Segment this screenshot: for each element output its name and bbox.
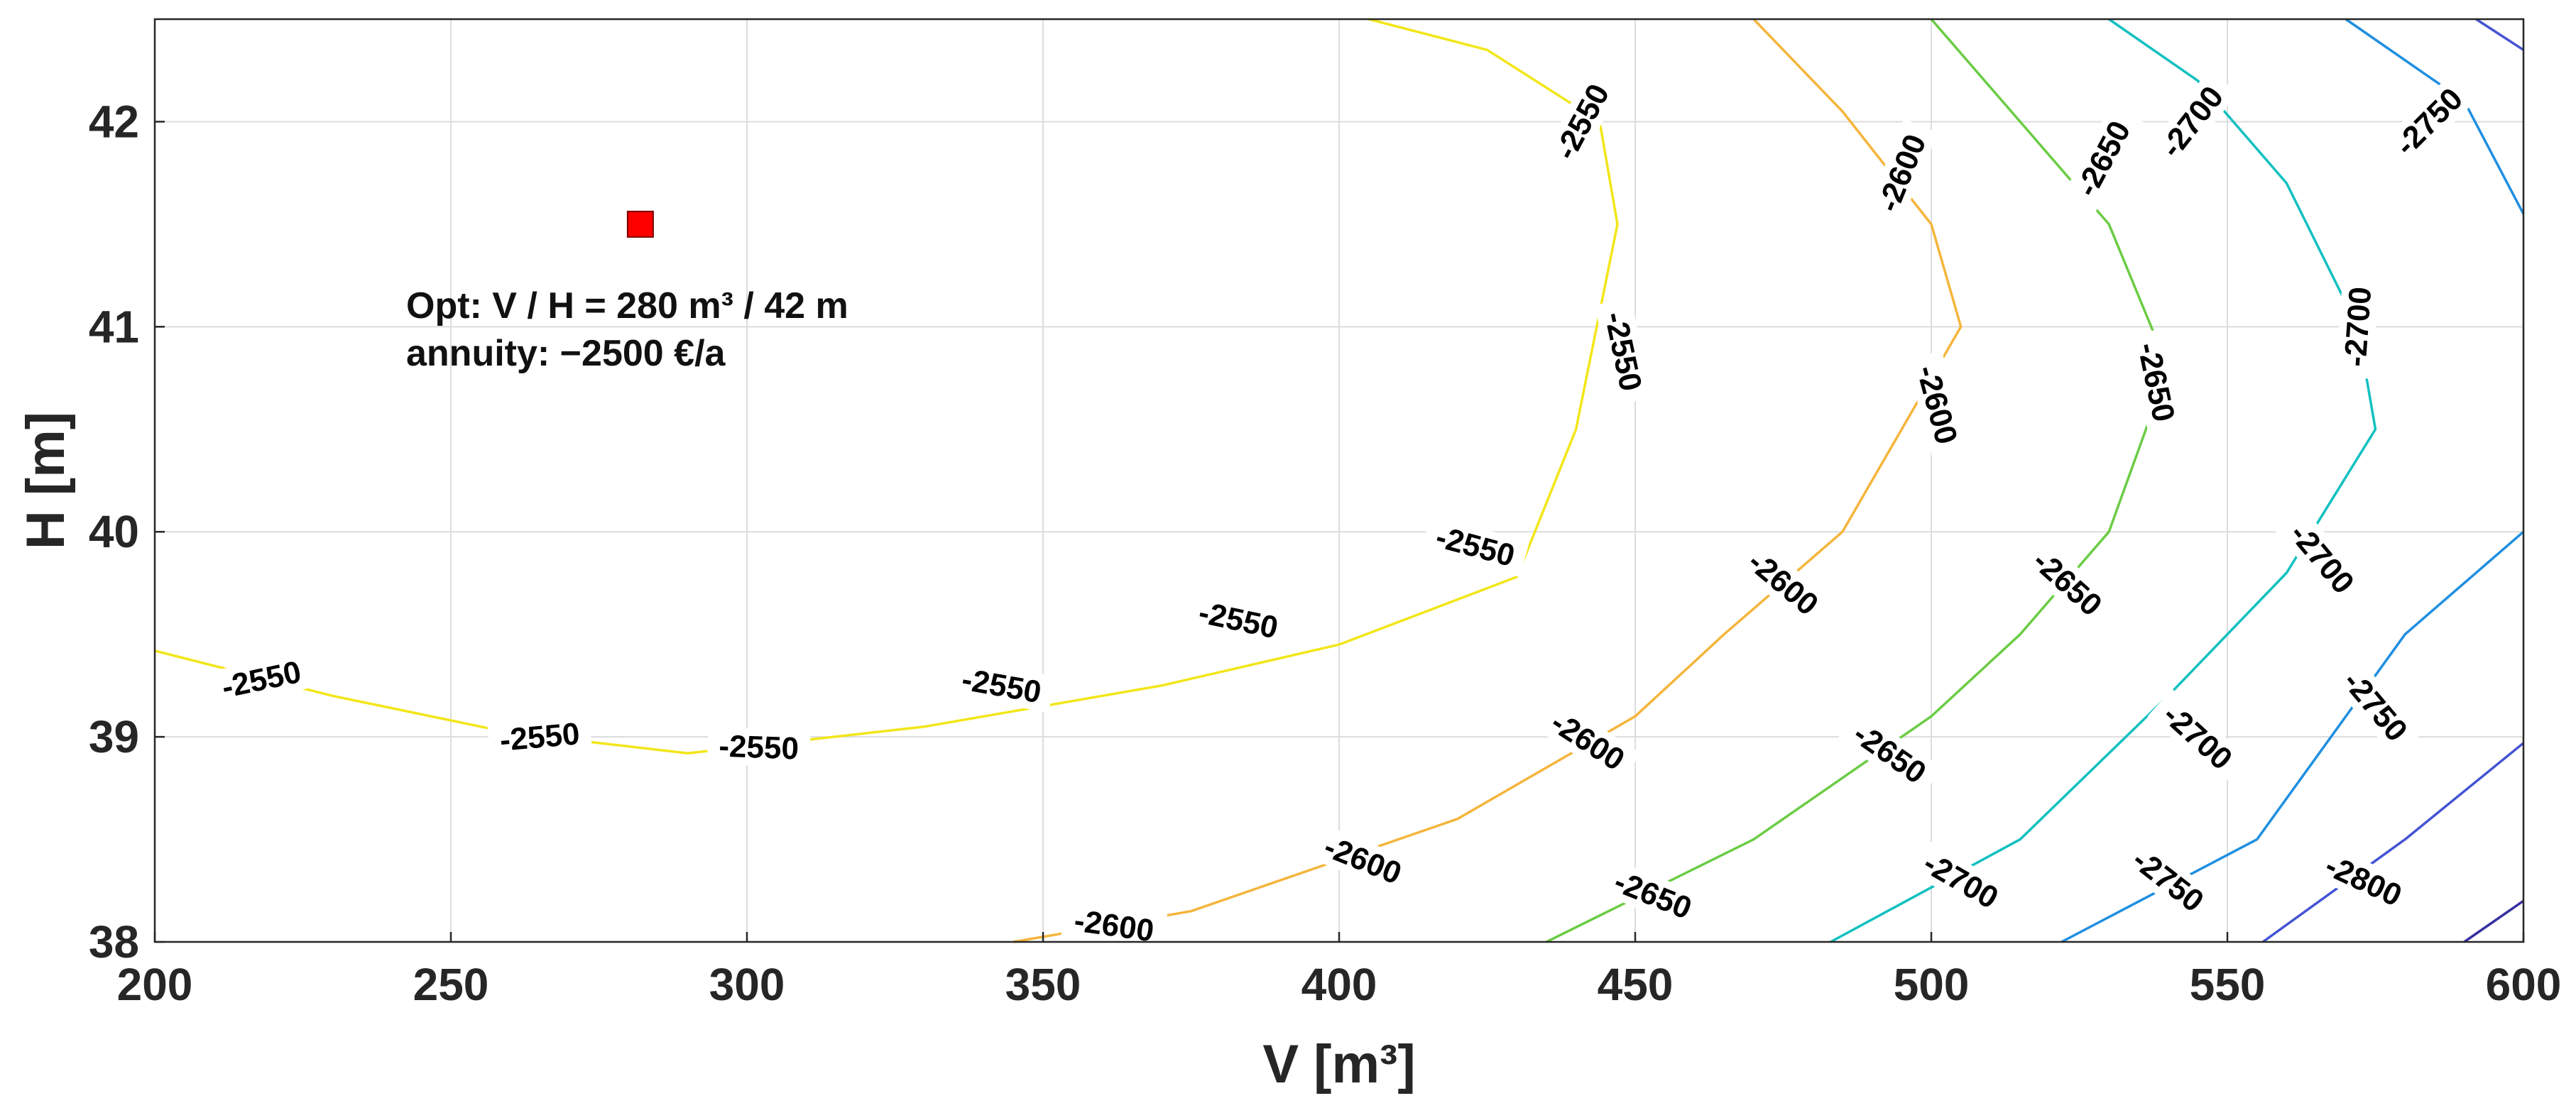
- contour-label-background: [1907, 838, 2015, 922]
- x-tick-label: 250: [413, 959, 489, 1010]
- annotation-line-2: annuity: −2500 €/a: [406, 333, 726, 374]
- contour-label-background: [1061, 900, 1168, 951]
- x-tick-label: 500: [1894, 959, 1970, 1010]
- contour-label-background: [2127, 328, 2185, 437]
- x-axis-label: V [m³]: [1262, 1034, 1415, 1095]
- contour-line: [1546, 18, 2170, 943]
- x-tick-label: 550: [2190, 959, 2266, 1010]
- contour-label-background: [1732, 536, 1835, 630]
- x-tick-label: 450: [1598, 959, 1674, 1010]
- annotation-line-1: Opt: V / H = 280 m³ / 42 m: [406, 285, 848, 327]
- contour-line: [1830, 18, 2377, 943]
- y-tick-label: 42: [89, 96, 139, 147]
- contour-label-background: [948, 658, 1056, 713]
- x-tick-label: 200: [117, 959, 193, 1010]
- contour-label-background: [706, 727, 811, 768]
- contour-label: -2700: [2335, 274, 2380, 379]
- y-tick-label: 39: [89, 711, 139, 762]
- contour-label-background: [1594, 297, 1652, 405]
- x-tick-label: 400: [1301, 959, 1377, 1010]
- contour-line: [2463, 899, 2524, 943]
- contour-label: -2550: [487, 713, 593, 760]
- contour-label-background: [2335, 274, 2380, 379]
- contour-label-background: [1906, 350, 1969, 459]
- contour-label-background: [2063, 104, 2144, 213]
- contour-label-background: [2379, 72, 2478, 171]
- y-tick-label: 38: [89, 916, 139, 967]
- contour-label-background: [2147, 689, 2249, 785]
- x-axis-ticks: 200 250 300 350 400 450 500 550 600: [117, 932, 2562, 1010]
- contour-label-text: -2550: [719, 729, 799, 767]
- y-tick-label: 41: [89, 301, 139, 352]
- contour-label-background: [207, 650, 315, 708]
- contour-label-background: [1541, 67, 1622, 176]
- y-axis-ticks: 38 39 40 41 42: [89, 96, 165, 967]
- x-tick-label: 600: [2486, 959, 2562, 1010]
- x-tick-label: 350: [1005, 959, 1081, 1010]
- contour-label: -2550: [706, 727, 811, 768]
- contour-label-background: [2116, 834, 2220, 927]
- contour-label-background: [2309, 842, 2418, 919]
- contour-label-background: [2146, 70, 2238, 174]
- contour-label-background: [1598, 858, 1708, 931]
- contour-label-background: [1308, 823, 1417, 896]
- y-tick-label: 40: [89, 506, 139, 557]
- optimum-marker: [626, 210, 654, 238]
- contour-label-background: [1184, 591, 1293, 649]
- y-axis-label: H [m]: [16, 412, 76, 549]
- contour-label-background: [2328, 654, 2423, 757]
- contour-label-background: [1837, 708, 1943, 798]
- contour-label-text: -2550: [498, 716, 581, 758]
- contour-label-text: -2700: [2338, 285, 2379, 368]
- contour-line: [2475, 18, 2524, 51]
- contour-label-background: [1865, 119, 1938, 228]
- contour-label-background: [2275, 507, 2369, 610]
- contour-label-background: [1421, 515, 1530, 578]
- contour-label-background: [2016, 534, 2118, 631]
- contour-label-background: [487, 713, 593, 760]
- x-tick-label: 300: [709, 959, 785, 1010]
- contour-line: [2261, 742, 2525, 943]
- contour-label-background: [1534, 697, 1641, 784]
